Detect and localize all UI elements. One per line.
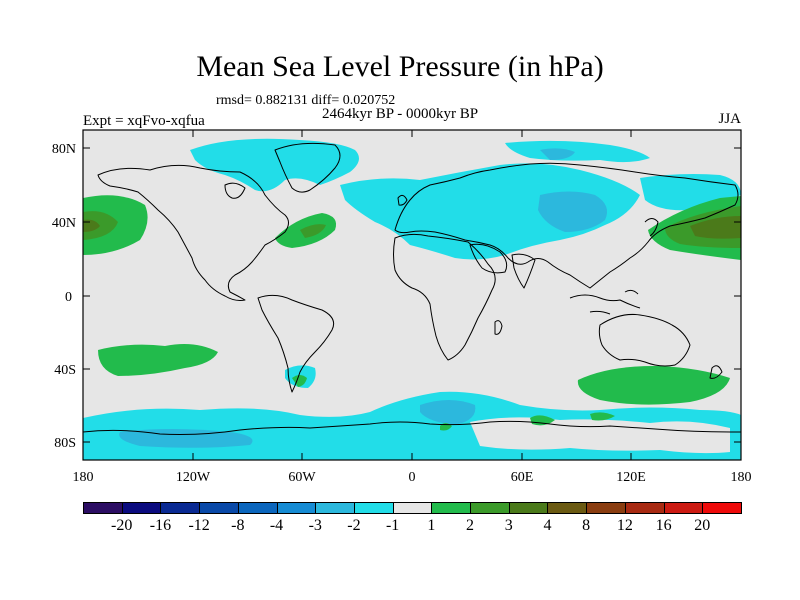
coastline-south-america xyxy=(257,294,335,393)
anomaly-antarctic-low xyxy=(119,429,253,448)
lon-tick-label: 60E xyxy=(511,470,534,485)
anomaly-north-pacific-east-center xyxy=(690,216,741,239)
coastline-southeast-asia-islands xyxy=(569,289,641,315)
legend-swatch xyxy=(199,502,239,514)
legend-swatch xyxy=(315,502,355,514)
coastline-europe-asia xyxy=(394,162,739,289)
coastline-antarctica xyxy=(83,420,741,435)
lat-tick-label: 0 xyxy=(65,290,72,305)
legend-label: -1 xyxy=(385,517,400,534)
legend-label: 2 xyxy=(466,517,475,534)
anomaly-southern-ocean-low xyxy=(420,400,476,425)
coastline-madagascar xyxy=(494,320,503,335)
lat-tick-label: 80N xyxy=(52,142,76,157)
legend-swatch xyxy=(586,502,626,514)
lon-tick-label: 120E xyxy=(616,470,646,485)
legend-swatch xyxy=(470,502,510,514)
anomaly-north-atlantic-core xyxy=(300,224,326,238)
coastline-greenland xyxy=(274,142,341,193)
legend-swatch xyxy=(431,502,472,514)
lat-tick-marks xyxy=(83,147,741,443)
legend-swatch xyxy=(353,502,394,514)
anomaly-arctic-low xyxy=(540,148,575,160)
legend-label: 1 xyxy=(427,517,436,534)
season-label: JJA xyxy=(718,111,741,127)
anomaly-greenland-arctic xyxy=(190,138,359,192)
legend-swatch xyxy=(702,502,742,514)
legend-label: 3 xyxy=(504,517,513,534)
legend-swatch xyxy=(392,502,433,514)
stats-text: rmsd= 0.882131 diff= 0.020752 xyxy=(216,93,396,108)
map-title: Mean Sea Level Pressure (in hPa) xyxy=(196,50,604,83)
legend-swatch xyxy=(624,502,665,514)
anomaly-arctic-north xyxy=(505,140,650,163)
legend-label: -8 xyxy=(231,517,245,534)
color-legend xyxy=(83,502,742,516)
coastline-africa xyxy=(393,233,496,361)
legend-label: -12 xyxy=(188,517,210,534)
legend-label: 20 xyxy=(694,517,711,534)
legend-swatch xyxy=(160,502,201,514)
coastlines xyxy=(83,142,741,435)
legend-label: -20 xyxy=(111,517,133,534)
legend-swatch xyxy=(663,502,704,514)
coastline-north-america xyxy=(97,164,289,301)
legend-label: 16 xyxy=(655,517,672,534)
lat-tick-label: 40S xyxy=(54,363,76,378)
legend-swatch xyxy=(276,502,317,514)
legend-swatch xyxy=(547,502,588,514)
legend-label: 8 xyxy=(582,517,591,534)
anomaly-hole-antarctic xyxy=(470,417,730,454)
lon-tick-label: 180 xyxy=(731,470,752,485)
lat-tick-label: 80S xyxy=(54,436,76,451)
coastline-india xyxy=(511,253,536,289)
coastline-japan xyxy=(644,218,659,237)
legend-label: -16 xyxy=(149,517,172,534)
experiment-label: Expt = xqFvo-xqfua xyxy=(83,113,205,129)
legend-label: 12 xyxy=(616,517,633,534)
legend-label: 4 xyxy=(543,517,552,534)
coastline-british-isles xyxy=(397,194,408,206)
legend-label: -2 xyxy=(347,517,361,534)
anomaly-north-pacific-west-core xyxy=(83,211,118,240)
period-text: 2464kyr BP - 0000kyr BP xyxy=(322,106,479,122)
anomaly-fields xyxy=(83,138,741,460)
legend-swatch xyxy=(83,502,123,514)
coastline-arabia xyxy=(469,243,508,274)
legend-swatch xyxy=(508,502,549,514)
lon-tick-marks xyxy=(192,130,632,460)
coastline-new-zealand xyxy=(709,365,723,379)
legend-swatch xyxy=(121,502,162,514)
anomaly-south-pacific-high xyxy=(98,344,218,376)
anomaly-eurasia xyxy=(340,163,640,260)
legend-swatch xyxy=(237,502,278,514)
coastline-australia xyxy=(598,314,691,367)
lat-tick-label: 40N xyxy=(52,216,76,231)
anomaly-patagonia-high xyxy=(292,375,307,387)
coastline-hudson-bay xyxy=(224,182,246,199)
anomaly-north-pacific-west-center xyxy=(83,219,100,232)
anomaly-south-indian-high xyxy=(577,365,730,405)
legend-label: -3 xyxy=(308,517,322,534)
anomaly-central-asia-low xyxy=(538,191,608,232)
lon-tick-label: 120W xyxy=(176,470,211,485)
anomaly-antarctic-high-spots xyxy=(440,412,615,431)
lon-tick-label: 60W xyxy=(288,470,316,485)
lon-tick-label: 180 xyxy=(73,470,94,485)
legend-label: -4 xyxy=(269,517,284,534)
lon-tick-label: 0 xyxy=(409,470,416,485)
